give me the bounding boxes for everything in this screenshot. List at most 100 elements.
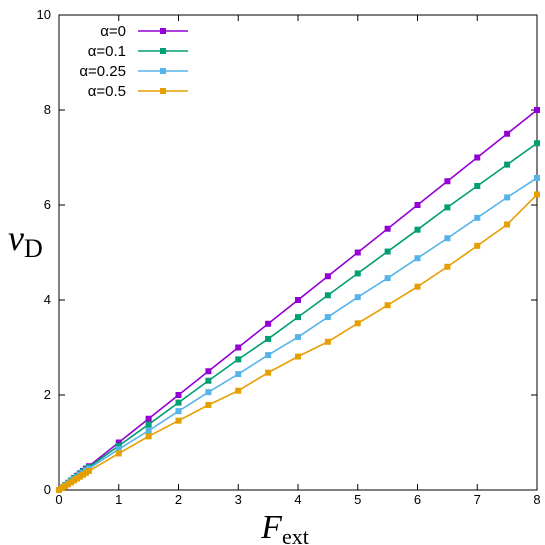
legend-marker (160, 28, 166, 34)
data-point (205, 368, 212, 375)
data-point (295, 353, 301, 360)
legend: α=0 α=0.1 α=0.25 α=0.5 (79, 23, 188, 100)
data-point (145, 427, 152, 434)
series-line (58, 177, 538, 491)
plot-frame (58, 14, 538, 491)
data-point (205, 401, 212, 408)
y-tick-label: 10 (37, 7, 51, 22)
data-point (175, 408, 182, 415)
y-tick-label: 8 (44, 102, 51, 117)
x-tick-label: 4 (294, 492, 301, 507)
data-point (414, 226, 421, 233)
data-point (205, 377, 212, 384)
data-point (295, 297, 301, 303)
data-point (534, 174, 540, 181)
x-tick-label: 2 (175, 492, 182, 507)
y-tick-label: 2 (44, 387, 51, 402)
data-point (175, 417, 182, 424)
series-1 (56, 140, 540, 493)
data-point (235, 356, 242, 363)
data-point (175, 399, 182, 406)
data-point (115, 442, 122, 449)
data-point (265, 335, 272, 342)
data-point (205, 389, 212, 396)
data-point (115, 439, 122, 446)
data-point (324, 314, 331, 321)
y-axis-title-main: v (8, 218, 24, 258)
data-point (354, 249, 361, 256)
legend-item: α=0.25 (79, 63, 188, 80)
data-point (324, 292, 331, 299)
y-axis-title-subscript: D (24, 234, 43, 263)
data-point (474, 154, 481, 161)
data-point (444, 204, 451, 211)
data-point (474, 183, 481, 189)
data-point (235, 387, 242, 394)
legend-item: α=0.1 (88, 43, 188, 60)
y-tick-label: 6 (44, 197, 51, 212)
data-point (414, 283, 421, 290)
data-point (504, 161, 511, 168)
data-point (265, 369, 272, 376)
data-point (444, 263, 451, 270)
data-point (414, 255, 421, 262)
data-point (354, 320, 361, 327)
data-point (534, 191, 540, 198)
data-point (444, 178, 451, 185)
legend-label: α=0.25 (79, 63, 126, 80)
data-point (145, 433, 152, 440)
data-point (384, 225, 391, 232)
x-tick-label: 0 (55, 492, 62, 507)
series-layer (56, 107, 540, 493)
data-point (534, 107, 540, 113)
data-point (444, 235, 451, 242)
data-point (354, 294, 361, 301)
data-point (265, 352, 272, 359)
data-point (324, 273, 331, 280)
legend-marker (160, 68, 166, 74)
legend-item: α=0 (100, 23, 188, 40)
legend-marker (160, 48, 166, 54)
series-3 (56, 191, 540, 493)
legend-item: α=0.5 (88, 83, 188, 100)
data-point (504, 194, 511, 201)
x-axis-title-main: F (260, 509, 283, 545)
data-point (504, 130, 511, 137)
data-point (145, 415, 152, 422)
data-point (324, 338, 331, 345)
legend-marker (160, 88, 166, 94)
x-tick-label: 8 (533, 492, 540, 507)
tick-labels: 0 1 2 3 4 5 6 7 8 0 2 4 6 8 10 (37, 7, 541, 507)
data-point (115, 446, 122, 453)
data-point (384, 302, 391, 309)
x-tick-label: 6 (414, 492, 421, 507)
data-point (145, 421, 152, 428)
series-2 (56, 174, 540, 493)
data-point (474, 214, 481, 221)
data-point (354, 270, 361, 277)
data-point (115, 450, 122, 457)
x-tick-label: 5 (354, 492, 361, 507)
y-tick-label: 0 (44, 482, 51, 497)
axis-ticks (58, 14, 538, 491)
x-tick-label: 1 (115, 492, 122, 507)
data-point (295, 334, 301, 341)
y-axis-title: vD (8, 218, 43, 263)
data-point (534, 140, 540, 147)
x-tick-label: 7 (474, 492, 481, 507)
data-point (85, 468, 92, 474)
y-tick-label: 4 (44, 292, 51, 307)
x-tick-label: 3 (235, 492, 242, 507)
series-line (58, 193, 538, 491)
plot-border (58, 14, 538, 491)
legend-label: α=0.5 (88, 83, 126, 100)
data-point (175, 392, 182, 398)
data-point (474, 242, 481, 249)
data-point (384, 248, 391, 255)
x-axis-title: Fext (260, 509, 309, 545)
legend-label: α=0 (100, 23, 126, 40)
data-point (235, 344, 242, 351)
data-point (265, 320, 272, 327)
series-0 (56, 107, 540, 493)
data-point (504, 221, 511, 228)
